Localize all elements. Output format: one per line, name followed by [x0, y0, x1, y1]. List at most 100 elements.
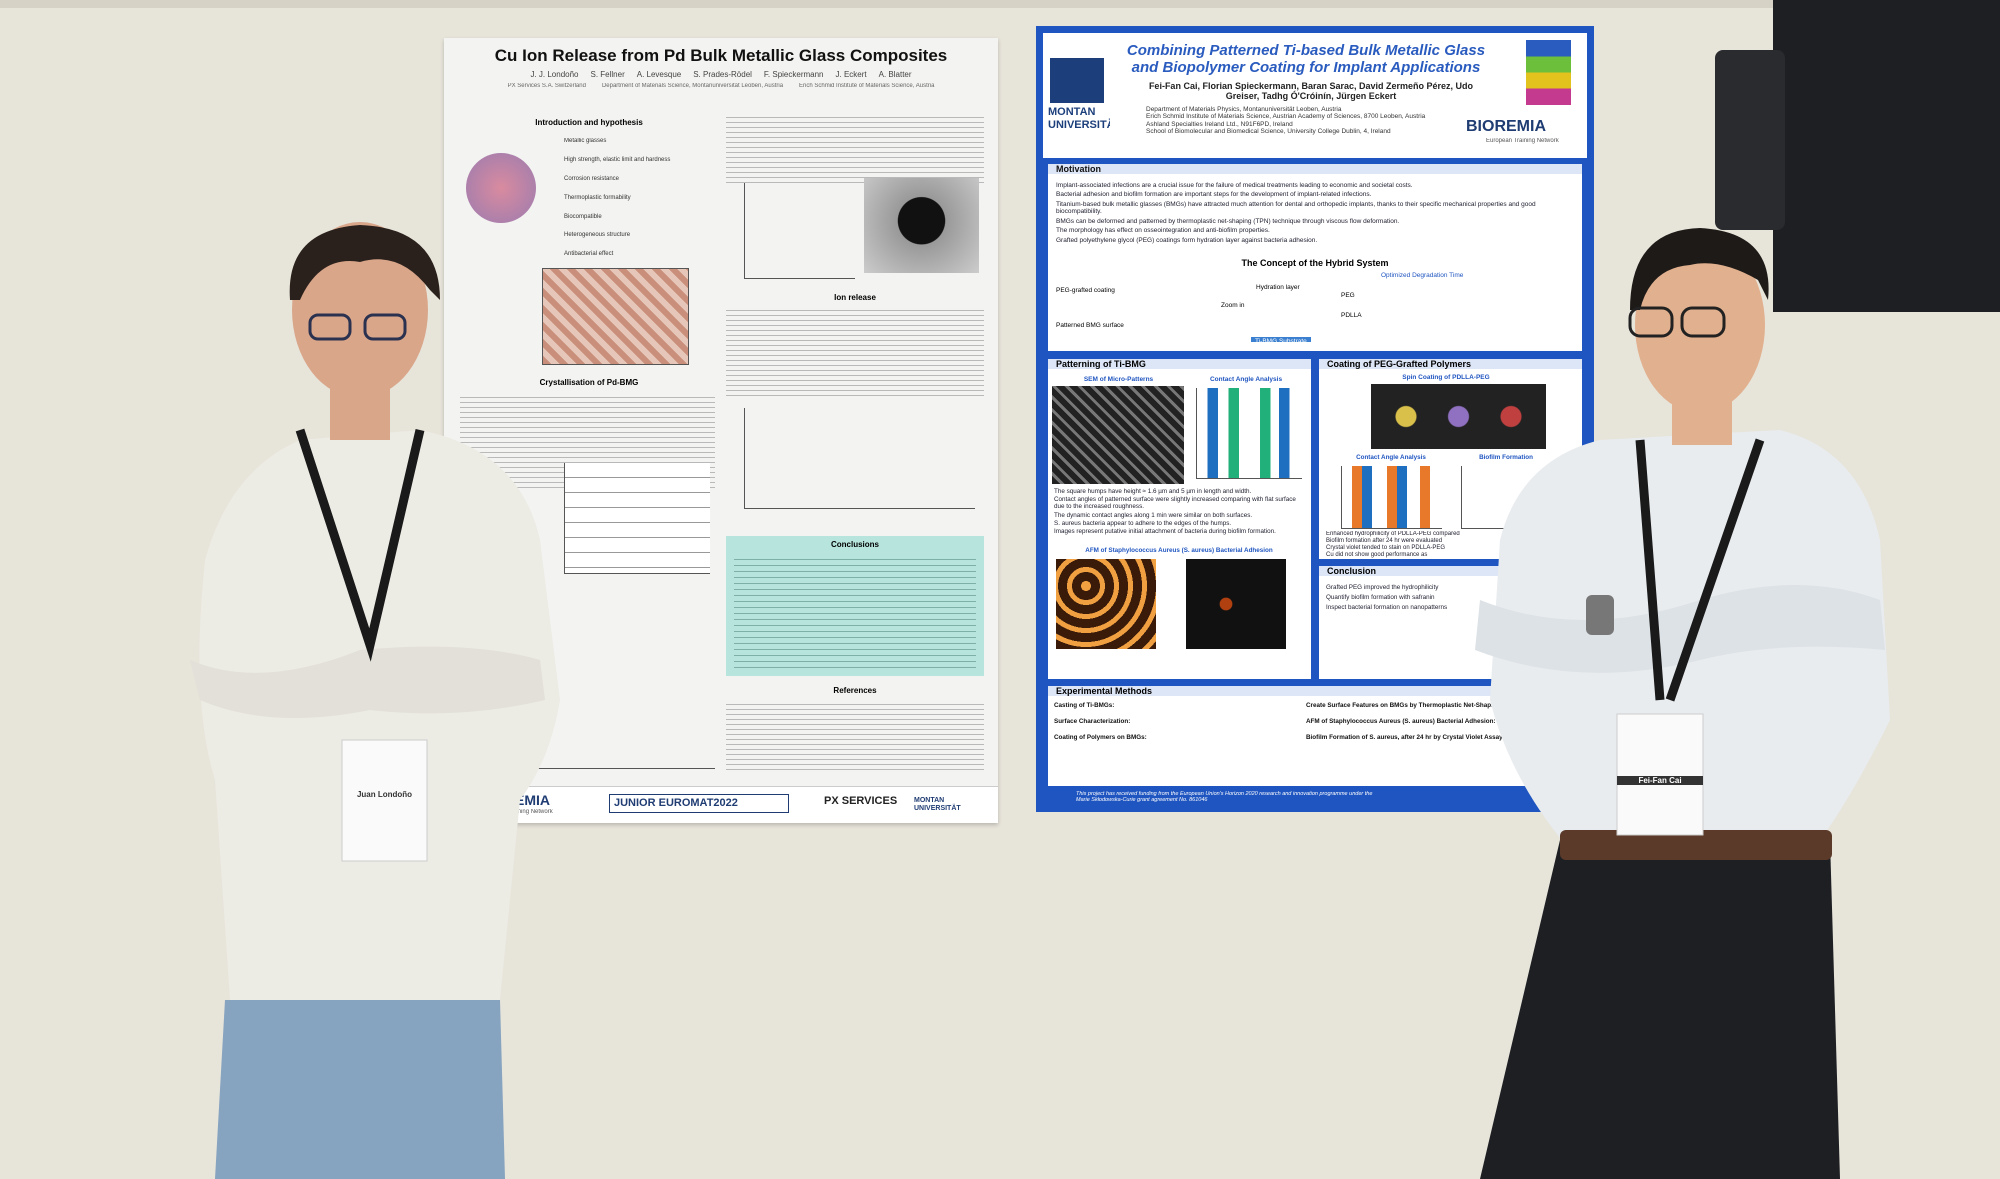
esr-logo — [1526, 40, 1571, 105]
motivation-item: Bacterial adhesion and biofilm formation… — [1056, 191, 1372, 199]
author: A. Levesque — [636, 70, 682, 79]
method-heading: AFM of Staphylococcus Aureus (S. aureus)… — [1306, 718, 1496, 726]
affiliation: Department of Materials Science, Montanu… — [601, 83, 784, 89]
patterning-item: Images represent putative initial attach… — [1054, 528, 1276, 536]
authors: Fei-Fan Cai, Florian Spieckermann, Baran… — [1148, 81, 1474, 102]
author: J. Eckert — [835, 70, 867, 79]
figure-label: Contact Angle Analysis — [1209, 376, 1283, 383]
concept-label: PEG — [1341, 292, 1355, 299]
affiliation: Erich Schmid Institute of Materials Scie… — [799, 83, 935, 89]
motivation-item: The morphology has effect on osseointegr… — [1056, 227, 1270, 235]
xrd-figure — [564, 463, 710, 574]
figure-label: Spin Coating of PDLLA-PEG — [1402, 374, 1490, 381]
concept-label: Optimized Degradation Time — [1381, 272, 1464, 279]
left-poster: Cu Ion Release from Pd Bulk Metallic Gla… — [444, 38, 998, 823]
right-poster: MONTAN UNIVERSITÄT Combining Patterned T… — [1036, 26, 1594, 812]
motivation-item: Titanium-based bulk metallic glasses (BM… — [1056, 200, 1536, 216]
text-block — [726, 306, 984, 396]
patterning-item: The square humps have height ≈ 1.6 µm an… — [1054, 488, 1252, 495]
plot — [744, 408, 975, 509]
poster-title: Combining Patterned Ti-based Bulk Metall… — [1126, 42, 1486, 77]
motivation-list: Implant-associated infections are a cruc… — [1056, 182, 1576, 246]
intro-label: Thermoplastic formability — [564, 194, 631, 201]
method-heading: Coating of Polymers on BMGs: — [1054, 734, 1147, 742]
section-title: Patterning of Ti-BMG — [1048, 359, 1311, 370]
badge-name: Fei-Fan Cai — [1617, 776, 1703, 786]
motivation-item: Implant-associated infections are a cruc… — [1056, 182, 1413, 189]
author: S. Prades-Rödel — [693, 70, 752, 79]
sem-image — [1052, 386, 1184, 484]
concept-label: Zoom in — [1221, 302, 1245, 309]
author: F. Spieckermann — [763, 70, 824, 79]
figure-label: AFM of Staphylococcus Aureus (S. aureus)… — [1085, 547, 1273, 554]
logo-text: MONTAN UNIVERSITÄT — [914, 797, 961, 813]
method-heading: Biofilm Formation of S. aureus, after 24… — [1306, 734, 1505, 742]
plot — [744, 183, 855, 279]
intro-label: Corrosion resistance — [564, 175, 620, 182]
bar-figure — [1196, 388, 1302, 479]
authors: J. J. Londoño S. Fellner A. Levesque S. Pra… — [454, 70, 988, 79]
badge-name: Juan Londoño — [356, 790, 413, 799]
person-right — [1475, 228, 1890, 1179]
section-title: Conclusion — [1319, 566, 1582, 577]
text-block — [726, 113, 984, 183]
intro-label: Metallic glasses — [564, 138, 607, 144]
patterning-list: The square humps have height ≈ 1.6 µm an… — [1054, 488, 1304, 546]
wall-trim — [0, 0, 2000, 8]
author: A. Blatter — [878, 70, 912, 79]
motivation-item: BMGs can be deformed and patterned by th… — [1056, 217, 1400, 225]
coating-item: Crystal violet tended to stain on PDLLA-… — [1326, 544, 1446, 551]
intro-labels: Metallic glasses High strength, elastic l… — [564, 138, 714, 270]
section-title: Crystallisation of Pd-BMG — [539, 378, 639, 387]
intro-label: Antibacterial effect — [564, 251, 614, 258]
concept-labels: PEG-grafted coating Patterned BMG surface… — [1051, 272, 1581, 342]
tv-screen — [1773, 0, 2000, 312]
patterning-item: The dynamic contact angles along 1 min w… — [1054, 511, 1253, 519]
micrograph — [864, 178, 979, 273]
logo-text: MONTAN UNIVERSITÄT — [1048, 106, 1110, 131]
poster-title: Cu Ion Release from Pd Bulk Metallic Gla… — [494, 46, 948, 65]
speaker — [1715, 50, 1785, 230]
coating-item: Enhanced hydrophilicity of PDLLA-PEG com… — [1326, 531, 1460, 537]
method-heading: Casting of Ti-BMGs: — [1054, 702, 1115, 709]
footer — [444, 786, 998, 823]
concept-label: PDLLA — [1341, 312, 1362, 319]
funding-note: This project has received funding from t… — [1076, 791, 1373, 804]
method-heading: Create Surface Features on BMGs by Therm… — [1306, 702, 1522, 709]
bar-figure — [1341, 466, 1442, 529]
section-title: Motivation — [1048, 164, 1582, 175]
coating-photo — [1371, 384, 1546, 449]
motivation-panel — [1048, 164, 1582, 351]
coating-item: Cu did not show good performance as — [1326, 551, 1428, 558]
affiliation: School of Biomolecular and Biomedical Sc… — [1146, 128, 1391, 136]
section-title: Coating of PEG-Grafted Polymers — [1319, 359, 1582, 370]
section-title: Conclusions — [830, 540, 879, 549]
conclusion-item: Inspect bacterial formation on nanopatte… — [1326, 604, 1448, 612]
section-title: Experimental Methods — [1048, 686, 1582, 697]
affiliation: Erich Schmid Institute of Materials Scie… — [1146, 113, 1426, 121]
conclusion-item: Grafted PEG improved the hydrophilicity — [1326, 584, 1439, 591]
method-heading: Surface Characterization: — [1054, 718, 1131, 726]
logo-subtext: European Training Network — [1486, 138, 1559, 144]
figure-label: SEM of Micro-Patterns — [1083, 376, 1154, 383]
text-block — [726, 700, 984, 770]
logo-mark — [1050, 58, 1104, 103]
conclusion-list: Grafted PEG improved the hydrophilicity Q… — [1326, 584, 1576, 615]
figure-label: Contact Angle Analysis — [1356, 454, 1426, 461]
methods-list: Casting of Ti-BMGs: Create Surface Featur… — [1054, 702, 1579, 784]
author: S. Fellner — [590, 70, 625, 79]
patterning-item: Contact angles of patterned surface were… — [1054, 496, 1296, 511]
coating-item: Biofilm formation after 24 hr were evalu… — [1326, 537, 1443, 544]
concept-label: Hydration layer — [1256, 284, 1300, 291]
section-title: The Concept of the Hybrid System — [1241, 258, 1389, 268]
afm-image — [1186, 559, 1286, 649]
logo-text: BIOREMIA — [1466, 118, 1546, 135]
composite-figure — [542, 268, 689, 365]
patterning-item: S. aureus bacteria appear to adhere to t… — [1054, 519, 1232, 527]
afm-image — [1056, 559, 1156, 649]
person-left — [190, 222, 560, 1179]
intro-label: Heterogeneous structure — [564, 232, 631, 239]
concept-label: PEG-grafted coating — [1056, 287, 1115, 294]
